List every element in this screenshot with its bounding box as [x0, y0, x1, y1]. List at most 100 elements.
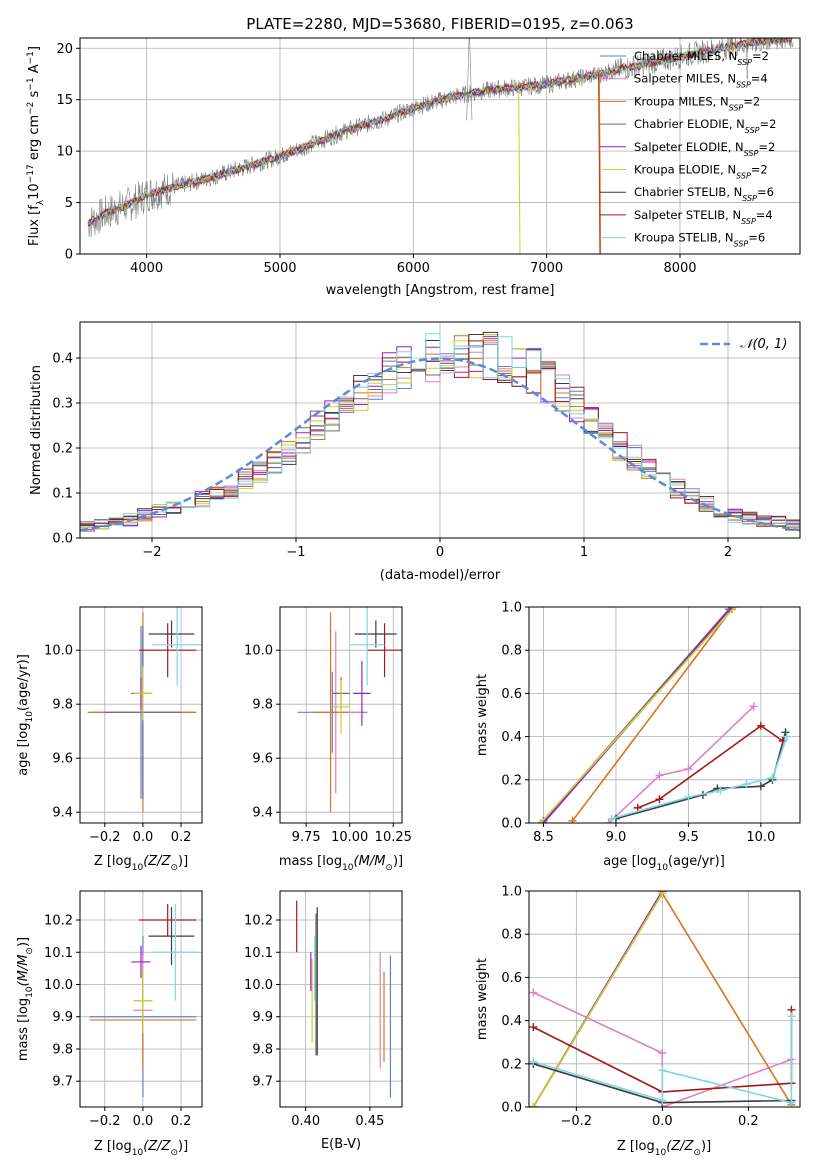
weight-marker-kroupa_stelib — [787, 1012, 796, 1021]
y-tick-label: 9.4 — [252, 806, 273, 821]
x-tick-label: 8.5 — [533, 830, 554, 845]
x-tick-label: −0.2 — [561, 1114, 593, 1129]
legend-label-main: Kroupa MILES, N — [634, 94, 729, 108]
x-tick-label: 0 — [436, 545, 444, 560]
y-tick-label: 9.9 — [252, 1010, 273, 1025]
weight-line-kroupa_elodie — [532, 892, 663, 1107]
y-tick-label: 10 — [56, 145, 73, 160]
y-tick-label: 9.9 — [52, 1010, 73, 1025]
y-tick-label: 0.2 — [501, 1057, 522, 1072]
mass-weight-vs-z-axes: −0.2 0.0 0.2 0.0 0.2 0.4 0.6 0.8 1.0 Z [log10(Z/Z… — [475, 885, 801, 1158]
y-tick-label: 0.0 — [52, 532, 73, 547]
weight-marker-kroupa_stelib — [658, 1096, 667, 1105]
x-axis-label: E(B-V) — [321, 1137, 361, 1152]
x-axis-label-part: )] — [178, 854, 188, 869]
legend-label: 𝒩(0, 1) — [740, 337, 787, 352]
data-spike — [466, 38, 473, 121]
weight-marker-kroupa_elodie — [529, 1103, 538, 1107]
legend-label-main: Salpeter ELODIE, N — [634, 140, 744, 154]
y-tick-label: 9.6 — [252, 752, 273, 767]
weight-marker-kroupa_stelib — [529, 1057, 538, 1066]
model-gap-salpeter-stelib — [598, 73, 601, 254]
y-tick-label: 0.0 — [501, 1101, 522, 1116]
y-tick-label: 0.8 — [501, 644, 522, 659]
mass-vs-e-b-v--axes: 0.40 0.45 9.7 9.8 9.9 10.0 10.1 10.2 E(B-V) — [244, 890, 403, 1152]
x-tick-label: 10.00 — [331, 830, 368, 845]
y-tick-label: 20 — [56, 42, 73, 57]
spectrum-axes: 4000 5000 6000 7000 8000 0 5 10 15 20 wavelength [… — [26, 37, 801, 298]
y-tick-label: 0.4 — [52, 352, 73, 367]
y-tick-label: 0.0 — [501, 817, 522, 832]
legend-label-sub: SSP — [742, 194, 757, 203]
x-tick-label: 0.2 — [171, 830, 192, 845]
x-axis-label-part: )] — [701, 1139, 711, 1154]
legend-label-tail: =4 — [751, 72, 768, 86]
x-tick-label: 0.0 — [133, 1114, 154, 1129]
x-axis-label-part: ⊙ — [385, 863, 393, 873]
x-axis-label-part: 10 — [656, 863, 668, 873]
y-tick-label: 10.2 — [44, 914, 73, 929]
y-tick-label: 0.1 — [52, 487, 73, 502]
figure-title: PLATE=2280, MJD=53680, FIBERID=0195, z=0… — [246, 15, 633, 33]
legend-label-sub: SSP — [734, 239, 749, 248]
x-axis-label-part: ⊙ — [170, 863, 178, 873]
legend-label-main: Chabrier MILES, N — [634, 49, 737, 63]
y-tick-label: 0 — [65, 248, 73, 263]
y-axis-label-part: )] — [16, 937, 31, 947]
y-tick-label: 10.1 — [244, 946, 273, 961]
weight-marker-chabrier_stelib — [781, 728, 790, 737]
y-axis-label: mass weight — [475, 958, 490, 1040]
y-tick-label: 9.6 — [52, 752, 73, 767]
axes-frame — [528, 890, 801, 1108]
y-tick-label: 1.0 — [501, 885, 522, 900]
y-tick-label: 15 — [56, 93, 73, 108]
x-tick-label: 0.0 — [133, 830, 154, 845]
y-axis-label-part: 10 — [25, 711, 35, 723]
x-tick-label: 1 — [580, 545, 588, 560]
age-vs-z-axes: −0.2 0.0 0.29.49.69.810.0Z [log10(Z/Z⊙)]ag… — [16, 606, 203, 873]
y-axis-label: Normed distribution — [29, 365, 44, 495]
x-tick-label: 10.0 — [746, 830, 775, 845]
y-tick-label: 10.2 — [244, 914, 273, 929]
weight-marker-kroupa_stelib — [768, 773, 777, 782]
model-spectrum-kroupa_stelib — [87, 38, 791, 225]
legend-label: Kroupa MILES, NSSP=2 — [634, 94, 760, 112]
y-tick-label: 9.7 — [52, 1075, 73, 1090]
y-tick-label: 0.6 — [501, 687, 522, 702]
plot-area — [87, 607, 202, 813]
y-axis-label-part: 10 — [27, 183, 42, 200]
legend-label: Kroupa ELODIE, NSSP=2 — [634, 163, 768, 181]
histogram-kroupa_stelib — [80, 333, 800, 538]
y-tick-label: 5 — [65, 196, 73, 211]
x-axis-label-part: ⊙ — [693, 1148, 701, 1158]
y-axis-label: mass weight — [475, 674, 490, 756]
y-tick-label: 0.4 — [501, 730, 522, 745]
x-tick-label: −0.2 — [89, 830, 121, 845]
legend-label-sub: SSP — [744, 148, 759, 157]
x-tick-label: 7000 — [530, 261, 563, 276]
legend-label-sub: SSP — [736, 80, 751, 89]
weight-line-salpeter_miles — [608, 705, 755, 823]
legend-label-sub: SSP — [745, 126, 760, 135]
x-axis-label-part: Z [log — [94, 1139, 132, 1154]
weight-marker-kroupa_stelib — [742, 780, 751, 789]
weight-marker-salpeter_stelib — [529, 1023, 538, 1032]
y-axis-label-part: −17 — [26, 164, 36, 183]
y-axis-label-part: (M/M — [16, 955, 31, 987]
y-axis-label-part: λ — [36, 199, 46, 205]
x-tick-label: 9.75 — [292, 830, 321, 845]
legend-label-tail: =6 — [757, 185, 774, 199]
y-tick-label: 10.1 — [44, 946, 73, 961]
y-tick-label: 9.8 — [52, 1042, 73, 1057]
x-tick-label: 2 — [724, 545, 732, 560]
weight-marker-kroupa_miles — [568, 816, 577, 823]
x-tick-label: 10.25 — [375, 830, 412, 845]
weight-marker-salpeter_miles — [684, 765, 693, 773]
plot-area — [87, 38, 794, 254]
legend-label: Kroupa STELIB, NSSP=6 — [634, 231, 765, 249]
x-axis-label-part: ⊙ — [170, 1148, 178, 1158]
x-axis-label: (data-model)/error — [380, 568, 501, 583]
x-tick-label: −1 — [286, 545, 305, 560]
x-axis-label-part: mass [log — [279, 854, 342, 869]
